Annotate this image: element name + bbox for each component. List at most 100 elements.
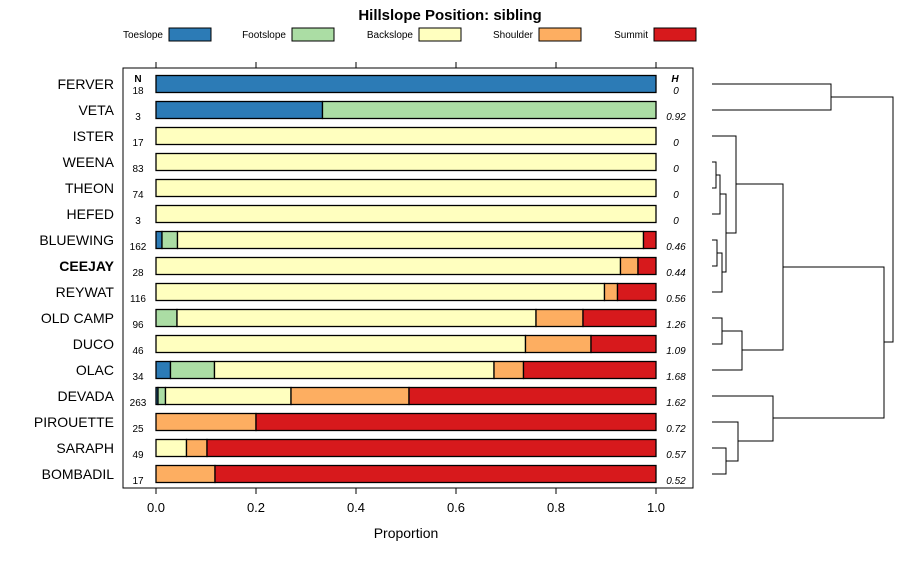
bar-segment-footslope <box>157 386 167 406</box>
entropy-label: 1.62 <box>666 398 686 409</box>
bar-segment-summit <box>522 360 657 380</box>
bar-segment-summit <box>206 438 657 458</box>
legend: Toeslope Footslope Backslope Shoulder Summit <box>123 27 697 42</box>
x-tick-label: 0.4 <box>347 500 365 515</box>
row-label: REYWAT <box>56 284 115 300</box>
bar-segment-shoulder <box>155 412 257 432</box>
bar-segment-backslope <box>155 334 527 354</box>
plot-panel <box>122 67 694 489</box>
bar-segment-toeslope <box>155 230 163 250</box>
entropy-label: 0 <box>673 86 679 97</box>
sample-size-label: 18 <box>132 86 144 97</box>
row-label: BLUEWING <box>39 232 114 248</box>
dendrogram-branch <box>712 330 743 371</box>
legend-label: Shoulder <box>493 30 534 41</box>
x-axis: 0.0 0.2 0.4 0.6 0.8 1.0 <box>147 62 665 515</box>
entropy-label: 0 <box>673 190 679 201</box>
bar-segment-backslope <box>213 360 495 380</box>
legend-label: Footslope <box>242 30 286 41</box>
row-label: VETA <box>78 102 114 118</box>
bar-row: WEENA 83 0 <box>63 152 679 175</box>
entropy-label: 0.56 <box>666 294 686 305</box>
bar-segment-summit <box>637 256 657 276</box>
bar-segment-summit <box>582 308 657 328</box>
legend-swatch <box>418 27 462 42</box>
x-tick-label: 0.2 <box>247 500 265 515</box>
sample-size-label: 116 <box>130 294 146 305</box>
row-label: CEEJAY <box>59 258 114 274</box>
bar-segment-shoulder <box>493 360 525 380</box>
bar-row: REYWAT 116 0.56 <box>56 282 686 305</box>
entropy-label: 0.44 <box>666 268 686 279</box>
chart-title: Hillslope Position: sibling <box>358 7 541 24</box>
row-label: OLAC <box>76 362 114 378</box>
x-axis-title: Proportion <box>374 525 439 541</box>
sample-size-label: 28 <box>132 268 144 279</box>
x-tick-label: 0.8 <box>547 500 565 515</box>
sample-size-label: 17 <box>132 138 144 149</box>
bar-segment-footslope <box>321 100 657 120</box>
sample-size-label: 162 <box>130 242 147 253</box>
sample-size-label: 3 <box>135 112 141 123</box>
legend-swatch <box>538 27 582 42</box>
bar-segment-shoulder <box>290 386 410 406</box>
bar-segment-summit <box>255 412 657 432</box>
dendrogram-branch <box>712 395 774 442</box>
bar-row: THEON 74 0 <box>65 178 679 201</box>
legend-swatch <box>168 27 212 42</box>
row-label: THEON <box>65 180 114 196</box>
bar-segment-shoulder <box>524 334 592 354</box>
sample-size-label: 263 <box>130 398 147 409</box>
dendrogram-branch <box>773 266 885 419</box>
dendrogram-branch <box>712 83 832 111</box>
legend-label: Summit <box>614 30 648 41</box>
bar-segment-backslope <box>155 178 657 198</box>
dendrogram <box>712 83 894 475</box>
sample-size-label: 46 <box>132 346 144 357</box>
bar-segment-summit <box>616 282 657 302</box>
bar-segment-shoulder <box>185 438 208 458</box>
dendrogram-branch <box>712 239 718 267</box>
bar-segment-summit <box>642 230 657 250</box>
bar-row: DUCO 46 1.09 <box>73 334 686 357</box>
row-label: WEENA <box>63 154 115 170</box>
dendrogram-branch <box>831 96 894 343</box>
entropy-label: 0.57 <box>666 450 686 461</box>
bar-row: CEEJAY 28 0.44 <box>59 256 686 279</box>
bar-row: PIROUETTE 25 0.72 <box>34 412 686 435</box>
bar-segment-summit <box>214 464 657 484</box>
bar-segment-backslope <box>155 256 622 276</box>
entropy-label: 0 <box>673 164 679 175</box>
bar-segment-backslope <box>176 230 645 250</box>
sample-size-label: 49 <box>132 450 144 461</box>
bar-segment-toeslope <box>155 74 657 94</box>
row-label: ISTER <box>73 128 114 144</box>
legend-swatch <box>653 27 697 42</box>
row-label: FERVER <box>57 76 114 92</box>
sample-size-label: 25 <box>132 424 144 435</box>
legend-label: Toeslope <box>123 30 163 41</box>
entropy-label: 1.09 <box>666 346 686 357</box>
bar-segment-shoulder <box>155 464 216 484</box>
bar-row: VETA 3 0.92 <box>78 100 686 123</box>
entropy-label: 1.26 <box>666 320 686 331</box>
bar-segment-summit <box>590 334 657 354</box>
bar-segment-backslope <box>155 204 657 224</box>
bar-segment-backslope <box>176 308 537 328</box>
sample-size-label: 74 <box>132 190 144 201</box>
row-label: OLD CAMP <box>41 310 114 326</box>
bar-row: BLUEWING 162 0.46 <box>39 230 686 253</box>
bar-row: HEFED 3 0 <box>67 204 679 227</box>
row-label: HEFED <box>67 206 114 222</box>
sample-size-label: 83 <box>132 164 144 175</box>
bar-row: ISTER 17 0 <box>73 126 679 149</box>
sample-size-label: 96 <box>132 320 144 331</box>
row-label: BOMBADIL <box>42 466 115 482</box>
entropy-label: 1.68 <box>666 372 686 383</box>
row-label: DEVADA <box>57 388 114 404</box>
bar-segment-backslope <box>155 438 188 458</box>
bar-row: BOMBADIL 17 0.52 <box>42 464 686 487</box>
legend-label: Backslope <box>367 30 414 41</box>
entropy-label: 0.92 <box>666 112 686 123</box>
